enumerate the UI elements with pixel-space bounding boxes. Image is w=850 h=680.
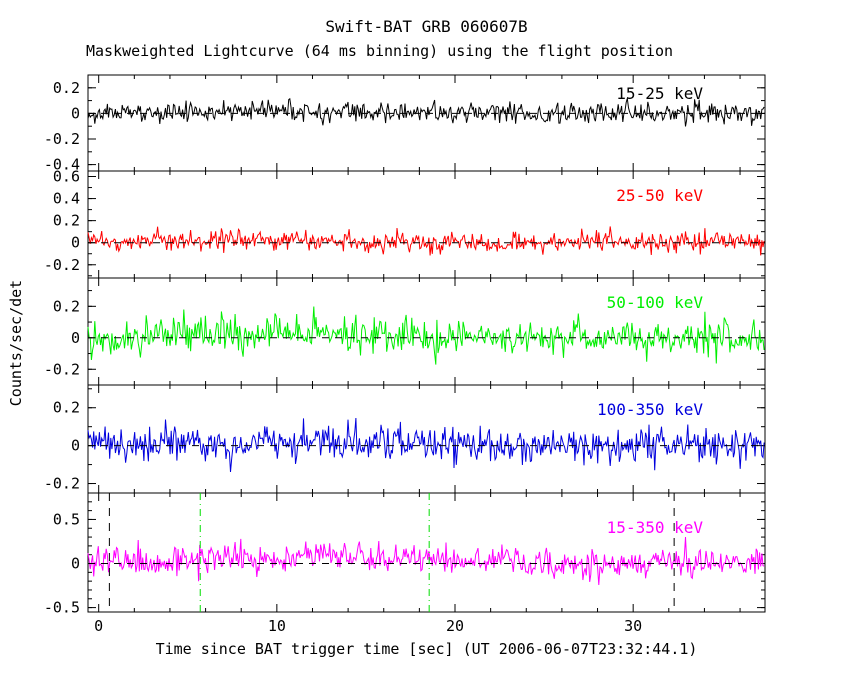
y-tick-label: 0.4 <box>53 190 80 208</box>
energy-band-label: 25-50 keV <box>616 186 703 205</box>
chart-subtitle: Maskweighted Lightcurve (64 ms binning) … <box>86 42 673 60</box>
chart-title: Swift-BAT GRB 060607B <box>325 17 528 36</box>
y-tick-label: 0.2 <box>53 212 80 230</box>
y-tick-label: 0.2 <box>53 399 80 417</box>
energy-band-label: 50-100 keV <box>607 293 704 312</box>
x-tick-label: 20 <box>446 617 464 635</box>
energy-band-label: 15-25 keV <box>616 84 703 103</box>
y-tick-label: 0 <box>71 234 80 252</box>
x-axis-label: Time since BAT trigger time [sec] (UT 20… <box>155 640 698 658</box>
series-15-350-kev <box>87 536 765 586</box>
x-tick-label: 30 <box>624 617 642 635</box>
y-tick-label: -0.2 <box>44 130 80 148</box>
y-tick-label: 0.2 <box>53 297 80 315</box>
series-100-350-kev <box>87 417 765 473</box>
y-tick-label: -0.2 <box>44 256 80 274</box>
y-tick-label: -0.2 <box>44 360 80 378</box>
y-tick-label: 0.6 <box>53 168 80 186</box>
y-tick-label: 0 <box>71 104 80 122</box>
y-tick-label: 0 <box>71 329 80 347</box>
energy-band-label: 100-350 keV <box>597 400 703 419</box>
y-axis-label: Counts/sec/det <box>7 279 25 407</box>
series-25-50-kev <box>87 226 765 256</box>
y-tick-label: -0.2 <box>44 475 80 493</box>
energy-band-label: 15-350 keV <box>607 518 704 537</box>
series-15-25-kev <box>87 97 765 127</box>
x-tick-label: 10 <box>268 617 286 635</box>
y-tick-label: -0.5 <box>44 599 80 617</box>
y-tick-label: 0.5 <box>53 510 80 528</box>
y-tick-label: 0.2 <box>53 79 80 97</box>
y-tick-label: -0.4 <box>44 156 80 174</box>
series-50-100-kev <box>87 306 765 365</box>
y-tick-label: 0 <box>71 437 80 455</box>
y-tick-label: 0 <box>71 555 80 573</box>
panel-frame-15-350-kev <box>87 492 766 613</box>
x-tick-label: 0 <box>94 617 103 635</box>
